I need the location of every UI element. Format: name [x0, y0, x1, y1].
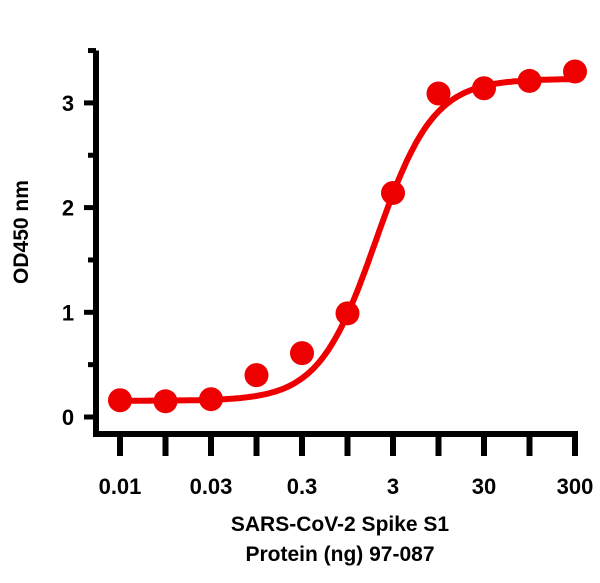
data-point [244, 363, 269, 388]
x-tick-label: 300 [557, 474, 594, 499]
data-point [290, 341, 314, 366]
y-tick-label: 1 [62, 300, 74, 325]
y-tick-label: 2 [62, 196, 74, 221]
data-point [563, 59, 587, 84]
data-point [335, 301, 360, 326]
data-point [153, 389, 178, 414]
fit-curve [119, 76, 574, 404]
data-point [472, 76, 496, 101]
x-axis-label-line1: SARS-CoV-2 Spike S1 [231, 513, 450, 536]
data-points [108, 59, 587, 414]
data-point [381, 180, 405, 205]
x-tick-label: 30 [472, 474, 496, 499]
x-tick-label: 0.03 [190, 474, 233, 499]
data-point [108, 388, 132, 413]
x-tick-label: 0.3 [287, 474, 318, 499]
x-axis-label-line2: Protein (ng) 97-087 [245, 543, 434, 566]
data-point [426, 81, 451, 106]
fit-line [119, 76, 574, 404]
data-point [199, 387, 223, 412]
y-tick-label: 0 [62, 405, 74, 430]
axes: 0 1 2 3 0.01 0.03 0.3 3 30 300 [62, 48, 594, 499]
data-point [517, 68, 542, 93]
y-tick-label: 3 [62, 91, 74, 116]
x-tick-label: 0.01 [99, 474, 142, 499]
y-axis-label: OD450 nm [10, 180, 33, 284]
x-tick-label: 3 [387, 474, 399, 499]
